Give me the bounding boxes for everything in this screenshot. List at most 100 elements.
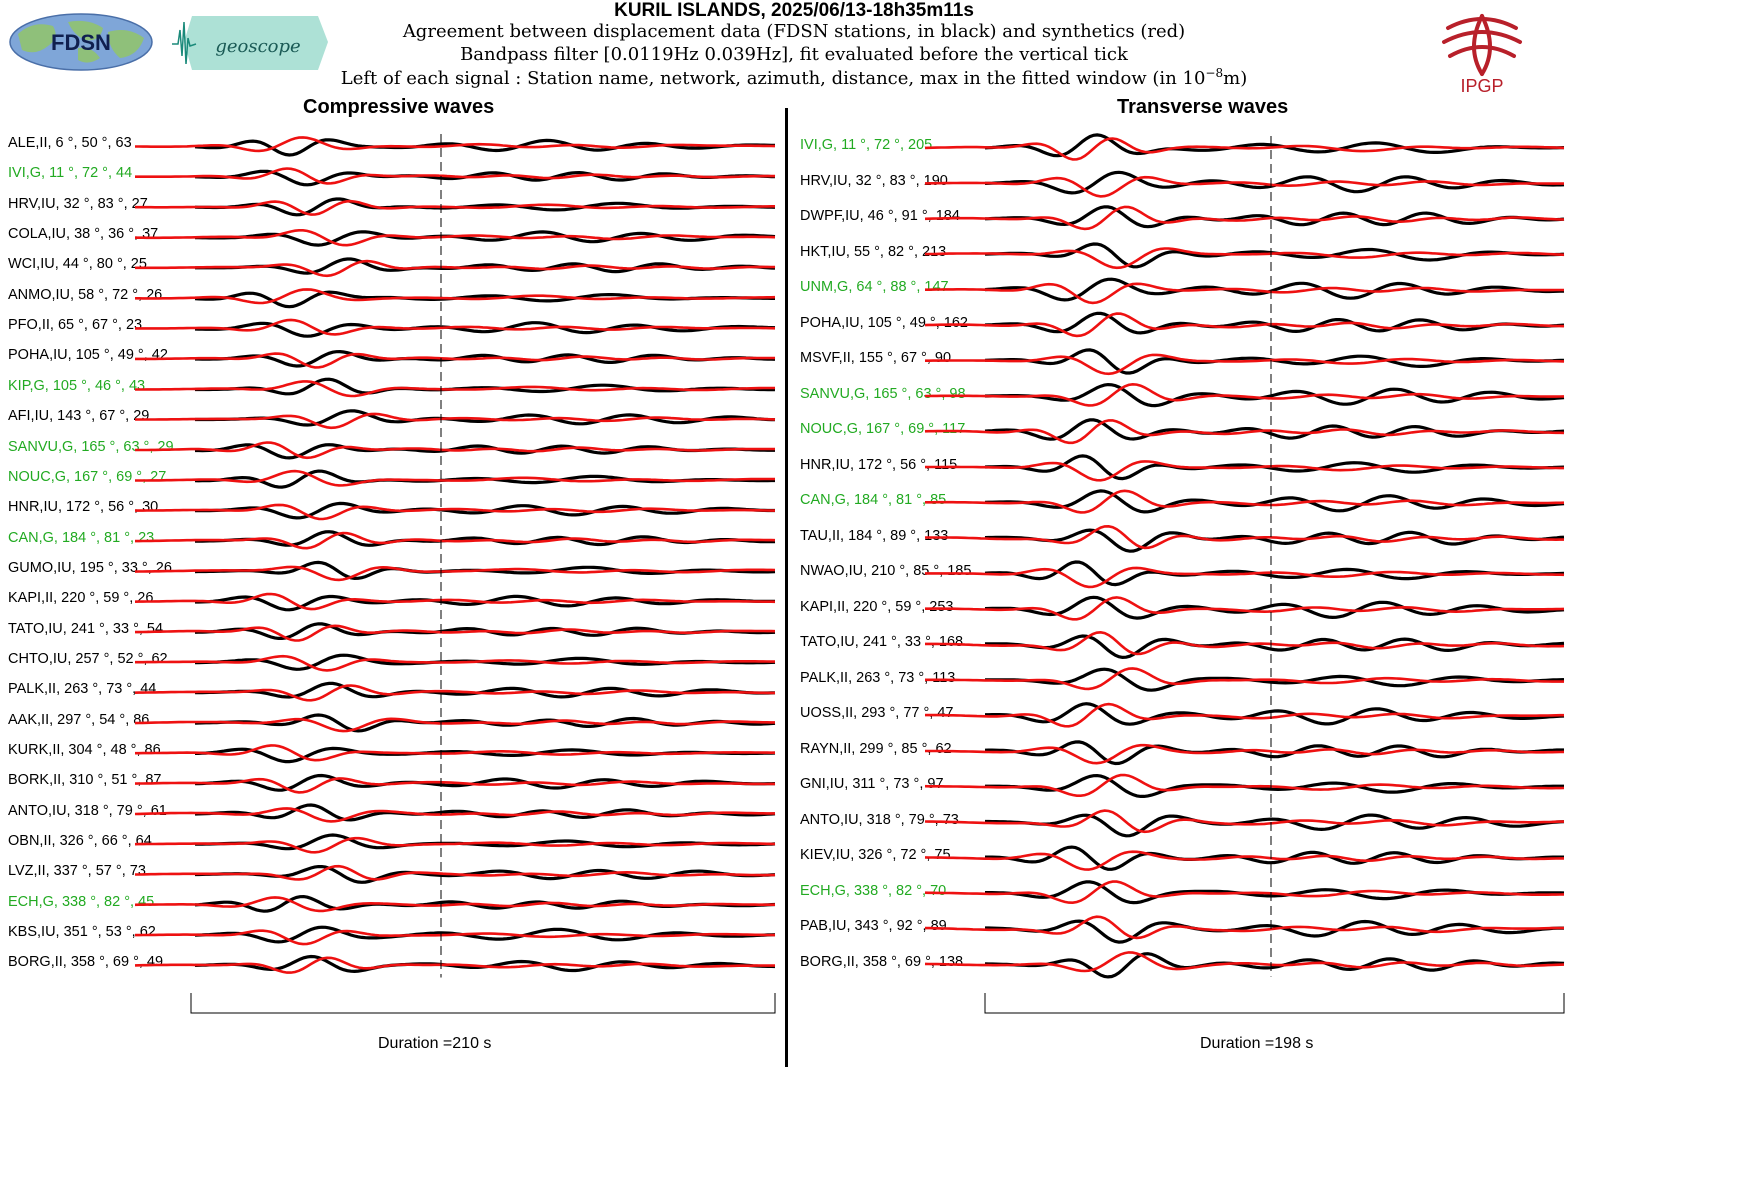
station-label: DWPF,IU, 46 °, 91 °, 184	[800, 208, 960, 224]
station-label: CAN,G, 184 °, 81 °, 23	[8, 529, 155, 546]
station-label: KBS,IU, 351 °, 53 °, 62	[8, 924, 156, 941]
figure-title: KURIL ISLANDS, 2025/06/13-18h35m11s	[614, 0, 974, 21]
geoscope-logo: geoscope	[168, 10, 330, 76]
data-trace	[984, 311, 1565, 335]
station-label: TATO,IU, 241 °, 33 °, 168	[800, 634, 964, 650]
station-label: WCI,IU, 44 °, 80 °, 25	[8, 256, 147, 273]
station-label: ANMO,IU, 58 °, 72 °, 26	[8, 286, 163, 303]
fdsn-logo-text: FDSN	[51, 30, 111, 55]
station-label: GNI,IU, 311 °, 73 °, 97	[800, 776, 944, 792]
data-trace	[985, 919, 1564, 944]
data-trace	[984, 489, 1565, 514]
data-trace	[195, 230, 776, 247]
synthetic-trace	[925, 382, 1565, 407]
subtitle-line-3-prefix: Left of each signal : Station name, netw…	[340, 68, 1206, 89]
station-label: SANVU,G, 165 °, 63 °, 29	[8, 438, 174, 455]
data-trace	[985, 773, 1564, 798]
station-label: AAK,II, 297 °, 54 °, 86	[8, 711, 150, 728]
synthetic-trace	[134, 777, 775, 794]
data-trace	[194, 925, 776, 944]
station-label: IVI,G, 11 °, 72 °, 205	[800, 137, 933, 153]
data-trace	[194, 681, 776, 699]
synthetic-trace	[924, 880, 1565, 905]
data-trace	[985, 702, 1565, 726]
synthetic-trace	[135, 288, 776, 305]
synthetic-trace	[134, 896, 775, 913]
data-trace	[984, 560, 1565, 587]
station-label: LVZ,II, 337 °, 57 °, 73	[8, 863, 146, 880]
station-label: ANTO,IU, 318 °, 79 °, 73	[800, 811, 959, 828]
ipgp-logo: IPGP	[1436, 8, 1528, 96]
synthetic-trace	[134, 836, 776, 854]
station-label: GUMO,IU, 195 °, 33 °, 26	[8, 559, 172, 576]
synthetic-trace	[924, 205, 1565, 231]
ipgp-logo-text: IPGP	[1460, 76, 1503, 96]
station-label: CAN,G, 184 °, 81 °, 85	[800, 492, 947, 508]
synthetic-trace	[924, 850, 1564, 871]
synthetic-trace	[924, 312, 1565, 338]
data-trace	[984, 595, 1565, 620]
station-label: ANTO,IU, 318 °, 79 °, 61	[8, 802, 167, 819]
synthetic-trace	[135, 929, 776, 946]
station-label: PALK,II, 263 °, 73 °, 113	[800, 669, 956, 686]
duration-bracket	[190, 993, 776, 1014]
synthetic-trace	[924, 247, 1565, 270]
station-label: ALE,II, 6 °, 50 °, 63	[8, 135, 132, 151]
station-label: ECH,G, 338 °, 82 °, 70	[800, 882, 947, 899]
synthetic-trace	[135, 744, 775, 762]
synthetic-trace	[924, 137, 1565, 161]
station-label: HRV,IU, 32 °, 83 °, 27	[8, 195, 148, 212]
station-label: SANVU,G, 165 °, 63 °, 98	[800, 385, 966, 402]
station-label: KIP,G, 105 °, 46 °, 43	[8, 377, 146, 394]
synthetic-trace	[134, 956, 775, 974]
panel-divider	[785, 108, 788, 1067]
duration-bracket	[984, 993, 1565, 1014]
station-label: RAYN,II, 299 °, 85 °, 62	[800, 740, 952, 757]
compressive-duration-label: Duration =210 s	[378, 1035, 492, 1052]
data-trace	[984, 277, 1565, 302]
synthetic-trace	[924, 419, 1565, 445]
subtitle-line-3-suffix: m)	[1223, 68, 1248, 89]
synthetic-trace	[135, 352, 775, 369]
station-label: HKT,IU, 55 °, 82 °, 213	[800, 243, 947, 260]
station-label: HNR,IU, 172 °, 56 °, 115	[800, 456, 958, 473]
station-label: KAPI,II, 220 °, 59 °, 253	[800, 598, 954, 615]
data-trace	[195, 409, 776, 427]
synthetic-trace	[925, 566, 1565, 589]
data-trace	[195, 530, 776, 547]
station-label: IVI,G, 11 °, 72 °, 44	[8, 165, 133, 182]
station-label: AFI,IU, 143 °, 67 °, 29	[8, 408, 150, 425]
synthetic-trace	[924, 460, 1564, 482]
station-label: KIEV,IU, 326 °, 72 °, 75	[800, 847, 951, 863]
synthetic-trace	[924, 951, 1565, 973]
data-trace	[194, 197, 776, 217]
geoscope-logo-text: geoscope	[215, 36, 300, 57]
synthetic-trace	[134, 565, 776, 582]
synthetic-trace	[134, 684, 775, 702]
data-trace	[984, 634, 1565, 660]
synthetic-trace	[135, 412, 776, 430]
synthetic-trace	[135, 624, 776, 642]
synthetic-trace	[924, 175, 1564, 198]
station-label: ECH,G, 338 °, 82 °, 45	[8, 893, 155, 910]
station-label: HRV,IU, 32 °, 83 °, 190	[800, 172, 948, 189]
synthetic-trace	[134, 592, 776, 611]
subtitle-line-2: Bandpass filter [0.0119Hz 0.039Hz], fit …	[460, 44, 1128, 65]
data-trace	[194, 138, 775, 157]
station-label: UNM,G, 64 °, 88 °, 147	[800, 279, 949, 295]
station-label: PALK,II, 263 °, 73 °, 44	[8, 681, 157, 698]
synthetic-trace	[925, 667, 1564, 691]
station-label: PFO,II, 65 °, 67 °, 23	[8, 317, 143, 334]
synthetic-trace	[134, 717, 775, 733]
station-label: UOSS,II, 293 °, 77 °, 47	[800, 705, 954, 721]
station-label: POHA,IU, 105 °, 49 °, 162	[800, 314, 968, 331]
data-trace	[194, 954, 776, 974]
station-label: MSVF,II, 155 °, 67 °, 90	[800, 350, 952, 366]
station-label: CHTO,IU, 257 °, 52 °, 62	[8, 650, 168, 667]
synthetic-trace	[925, 743, 1565, 765]
station-label: NWAO,IU, 210 °, 85 °, 185	[800, 563, 972, 579]
station-label: KURK,II, 304 °, 48 °, 86	[8, 742, 161, 758]
station-label: COLA,IU, 38 °, 36 °, 37	[8, 226, 159, 243]
data-trace	[195, 746, 776, 764]
data-trace	[984, 528, 1565, 553]
